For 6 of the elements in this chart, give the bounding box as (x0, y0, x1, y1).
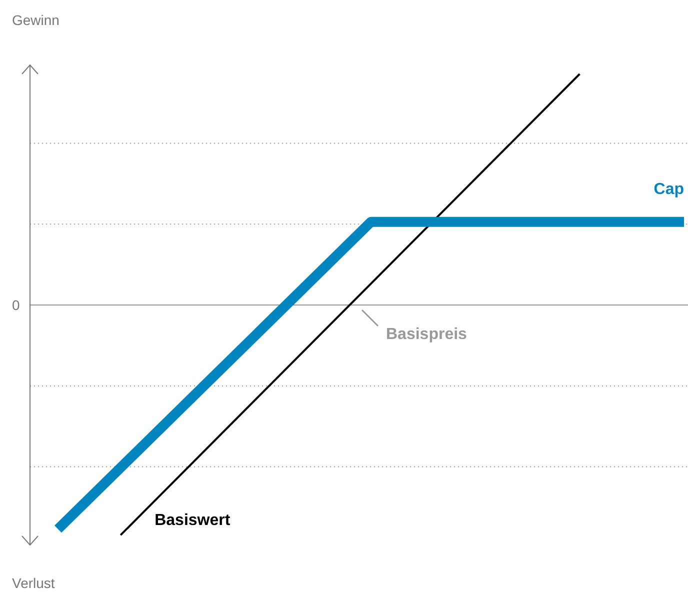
series-label: Basiswert (154, 512, 231, 530)
text: Gewinn (12, 12, 60, 28)
series-label: Cap (654, 180, 684, 198)
ref-line-label: 0 (12, 297, 20, 313)
text: Verlust (12, 575, 55, 591)
annotation: Basispreis (386, 326, 468, 343)
